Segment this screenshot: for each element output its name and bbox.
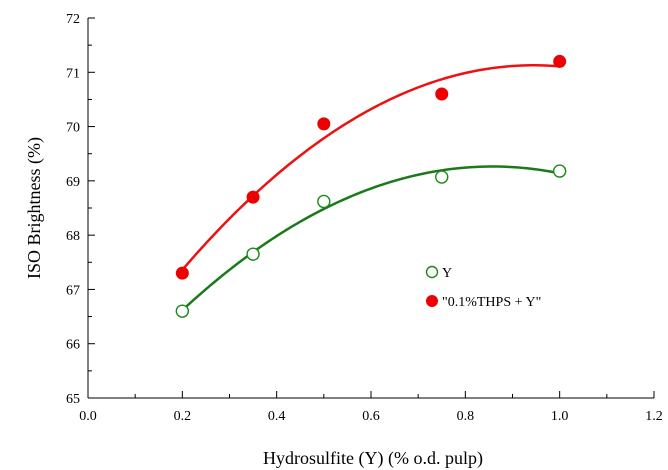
data-point <box>317 194 331 209</box>
x-axis-title: Hydrosulfite (Y) (% o.d. pulp) <box>263 448 483 469</box>
legend-marker <box>426 295 438 307</box>
y-tick-label: 70 <box>66 121 80 136</box>
x-axis-ticks: 0.0 0.2 0.4 0.6 0.8 1.0 1.2 <box>79 391 663 424</box>
y-axis-ticks: 65 66 67 68 69 70 71 72 <box>66 12 95 407</box>
legend-label: "0.1%THPS + Y" <box>442 295 541 310</box>
y-axis-title: ISO Brightness (%) <box>24 137 45 279</box>
y-tick-label: 69 <box>66 175 80 190</box>
x-tick-label: 0.0 <box>79 409 97 424</box>
fit-curve <box>181 165 560 312</box>
data-point <box>175 304 190 318</box>
x-tick-label: 0.8 <box>457 409 475 424</box>
data-point <box>553 54 567 68</box>
y-tick-label: 72 <box>66 12 80 27</box>
data-point <box>175 266 189 280</box>
data-point <box>552 164 567 178</box>
y-tick-label: 71 <box>66 66 80 81</box>
legend: Y "0.1%THPS + Y" <box>425 265 541 310</box>
data-point <box>246 190 260 204</box>
y-tick-label: 67 <box>66 283 80 298</box>
data-point <box>317 117 331 131</box>
x-tick-label: 0.4 <box>268 409 286 424</box>
series-layer <box>175 54 567 318</box>
plot-frame <box>87 18 654 399</box>
data-point <box>435 170 449 184</box>
x-tick-label: 1.2 <box>645 409 663 424</box>
legend-label: Y <box>442 266 452 281</box>
series-y <box>175 164 567 318</box>
y-tick-label: 68 <box>66 229 80 244</box>
x-tick-label: 0.6 <box>362 409 380 424</box>
data-point <box>246 247 260 261</box>
y-tick-label: 65 <box>66 392 80 407</box>
data-point <box>435 87 449 101</box>
series-thps-y <box>175 54 567 280</box>
x-tick-label: 1.0 <box>551 409 569 424</box>
legend-marker <box>425 265 439 279</box>
x-tick-label: 0.2 <box>174 409 192 424</box>
y-tick-label: 66 <box>66 338 80 353</box>
fit-curve <box>181 64 560 271</box>
